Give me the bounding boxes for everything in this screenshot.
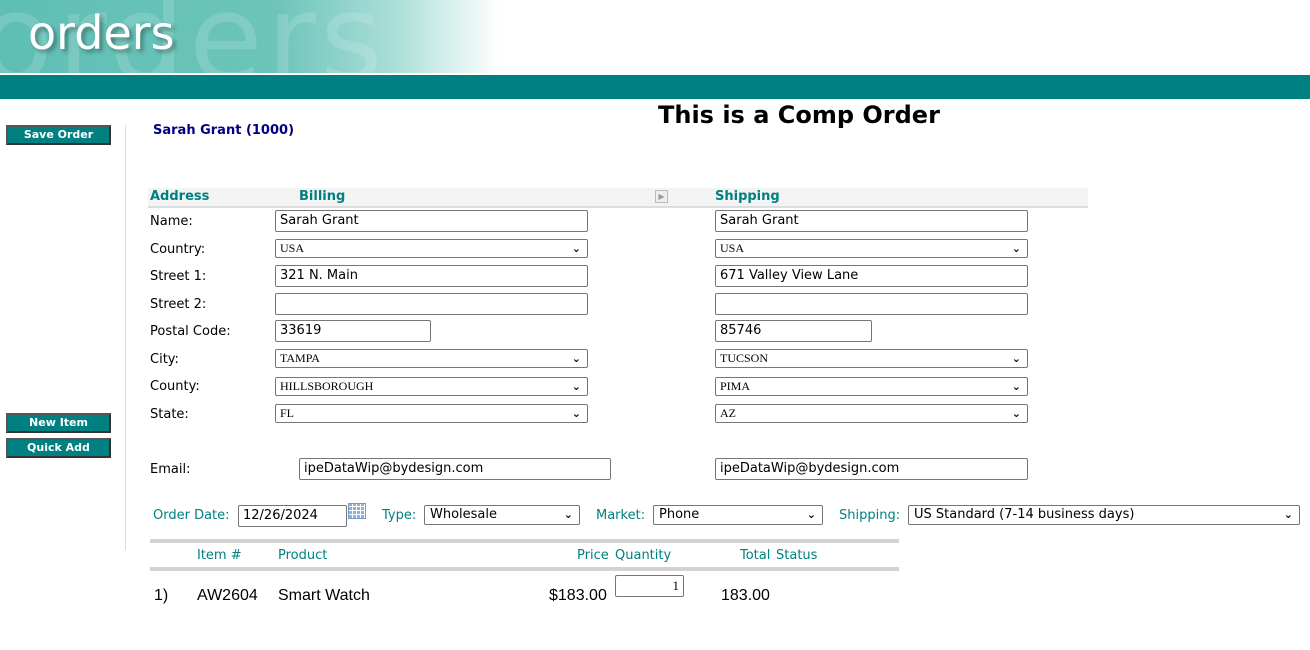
order-date-input[interactable]: 12/26/2024: [238, 505, 347, 527]
quick-add-button[interactable]: Quick Add: [6, 438, 111, 458]
shipping-method-value: US Standard (7-14 business days): [914, 507, 1135, 522]
col-total: Total: [740, 548, 771, 563]
country-label: Country:: [150, 242, 206, 257]
shipping-state-value: AZ: [720, 406, 736, 420]
copy-arrow-icon[interactable]: ▶: [655, 190, 668, 203]
shipping-heading: Shipping: [715, 189, 780, 204]
street1-label: Street 1:: [150, 269, 207, 284]
row-total: 183.00: [721, 587, 770, 604]
banner-ghost-text: orders: [0, 0, 387, 73]
billing-city-select[interactable]: TAMPA ⌄: [275, 349, 588, 368]
billing-state-value: FL: [280, 406, 295, 420]
row-product: Smart Watch: [278, 587, 370, 604]
shipping-county-select[interactable]: PIMA ⌄: [715, 377, 1028, 396]
chevron-down-icon: ⌄: [1011, 352, 1021, 365]
billing-state-select[interactable]: FL ⌄: [275, 404, 588, 423]
billing-postal-input[interactable]: 33619: [275, 320, 431, 342]
street2-label: Street 2:: [150, 297, 207, 312]
shipping-county-value: PIMA: [720, 379, 751, 393]
type-value: Wholesale: [430, 507, 498, 522]
chevron-down-icon: ⌄: [1011, 407, 1021, 420]
col-price: Price: [577, 548, 609, 563]
market-select[interactable]: Phone ⌄: [653, 505, 823, 525]
header-bar: [0, 75, 1310, 99]
type-label: Type:: [382, 508, 417, 523]
chevron-down-icon: ⌄: [571, 242, 581, 255]
chevron-down-icon: ⌄: [1283, 508, 1293, 521]
table-top-rule: [150, 539, 899, 543]
col-status: Status: [776, 548, 818, 563]
col-quantity: Quantity: [615, 548, 672, 563]
billing-heading: Billing: [299, 189, 346, 204]
billing-county-value: HILLSBOROUGH: [280, 379, 374, 393]
chevron-down-icon: ⌄: [1011, 380, 1021, 393]
county-label: County:: [150, 379, 200, 394]
row-index: 1): [154, 587, 169, 604]
chevron-down-icon: ⌄: [563, 508, 573, 521]
billing-street1-input[interactable]: 321 N. Main: [275, 265, 588, 287]
shipping-postal-input[interactable]: 85746: [715, 320, 872, 342]
row-price: $183.00: [549, 587, 607, 604]
save-order-button[interactable]: Save Order: [6, 125, 111, 145]
shipping-method-select[interactable]: US Standard (7-14 business days) ⌄: [908, 505, 1300, 525]
chevron-down-icon: ⌄: [806, 508, 816, 521]
calendar-icon[interactable]: [348, 503, 366, 519]
shipping-street2-input[interactable]: [715, 293, 1028, 315]
col-product: Product: [278, 548, 328, 563]
chevron-down-icon: ⌄: [571, 352, 581, 365]
customer-name: Sarah Grant (1000): [153, 123, 295, 138]
type-select[interactable]: Wholesale ⌄: [424, 505, 580, 525]
shipping-state-select[interactable]: AZ ⌄: [715, 404, 1028, 423]
billing-name-input[interactable]: Sarah Grant: [275, 210, 588, 232]
orders-banner: orders orders: [0, 0, 500, 73]
billing-email-input[interactable]: ipeDataWip@bydesign.com: [299, 458, 611, 480]
email-label: Email:: [150, 462, 191, 477]
billing-street2-input[interactable]: [275, 293, 588, 315]
shipping-street1-input[interactable]: 671 Valley View Lane: [715, 265, 1028, 287]
row-item-number: AW2604: [197, 587, 258, 604]
shipping-country-select[interactable]: USA ⌄: [715, 239, 1028, 258]
shipping-email-input[interactable]: ipeDataWip@bydesign.com: [715, 458, 1028, 480]
col-item-number: Item #: [197, 548, 242, 563]
shipping-method-label: Shipping:: [839, 508, 901, 523]
page-title: This is a Comp Order: [658, 101, 940, 129]
order-date-label: Order Date:: [153, 508, 230, 523]
billing-city-value: TAMPA: [280, 351, 320, 365]
shipping-city-value: TUCSON: [720, 351, 769, 365]
billing-county-select[interactable]: HILLSBOROUGH ⌄: [275, 377, 588, 396]
address-heading: Address: [150, 189, 210, 204]
table-header-rule: [150, 567, 899, 571]
sidebar-divider: [125, 125, 126, 550]
orders-logo: orders: [28, 6, 175, 60]
market-label: Market:: [596, 508, 646, 523]
new-item-button[interactable]: New Item: [6, 413, 111, 433]
row-quantity-input[interactable]: 1: [615, 575, 684, 597]
postal-label: Postal Code:: [150, 324, 231, 339]
market-value: Phone: [659, 507, 700, 522]
city-label: City:: [150, 352, 179, 367]
address-header: Address Billing ▶ Shipping: [148, 188, 1088, 208]
chevron-down-icon: ⌄: [571, 380, 581, 393]
shipping-city-select[interactable]: TUCSON ⌄: [715, 349, 1028, 368]
billing-country-value: USA: [280, 241, 305, 255]
chevron-down-icon: ⌄: [571, 407, 581, 420]
shipping-name-input[interactable]: Sarah Grant: [715, 210, 1028, 232]
state-label: State:: [150, 407, 189, 422]
chevron-down-icon: ⌄: [1011, 242, 1021, 255]
name-label: Name:: [150, 214, 193, 229]
shipping-country-value: USA: [720, 241, 745, 255]
billing-country-select[interactable]: USA ⌄: [275, 239, 588, 258]
